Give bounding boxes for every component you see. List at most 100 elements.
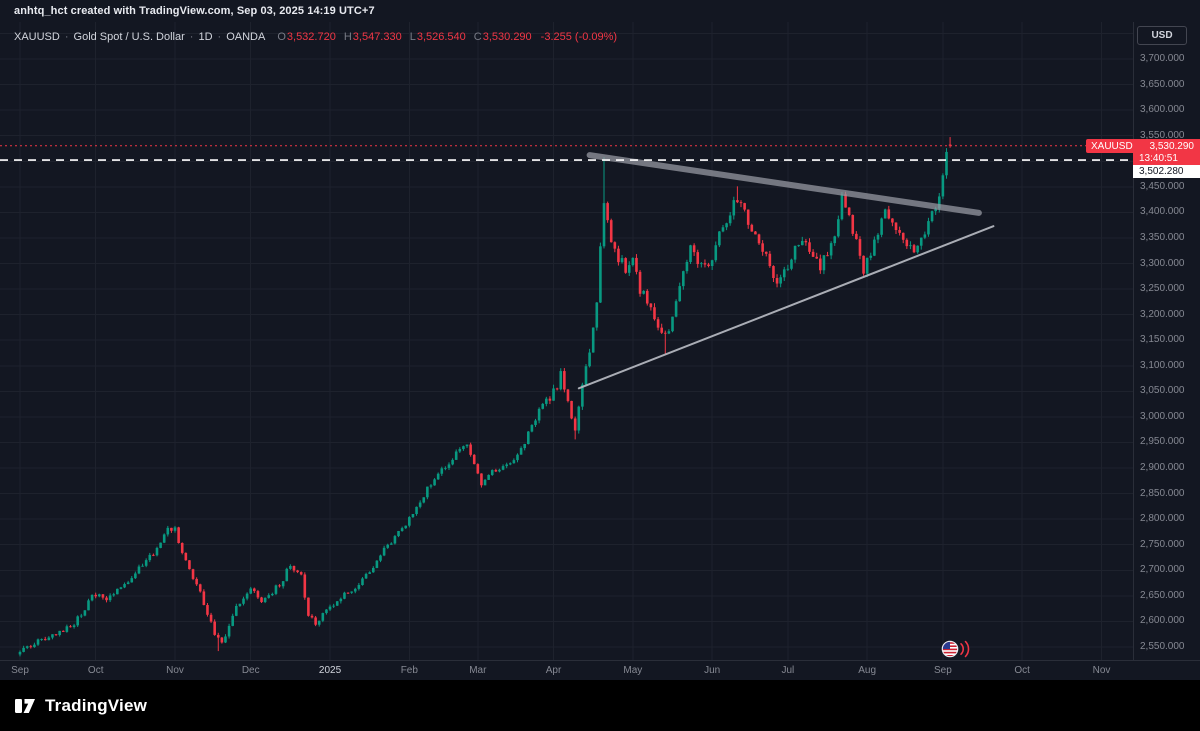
close-value: 3,530.290 [482,31,532,43]
candle-body [930,211,934,222]
candle-body [804,240,808,243]
candles [18,137,952,657]
tradingview-logo-icon[interactable] [14,696,38,716]
candle-body [512,460,516,464]
candle-body [346,592,350,594]
trendline-upper-descending[interactable] [586,152,982,216]
candle-body [790,259,793,269]
low-value: 3,526.540 [416,31,466,43]
candle-body [534,420,537,426]
candle-body [552,388,555,401]
candle-body [191,569,195,579]
candle-body [166,527,170,535]
candle-body [678,286,682,302]
candle-body [332,605,335,607]
candle-body [786,268,790,270]
candle-body [548,398,552,401]
candle-body [876,234,880,240]
candle-body [137,566,141,574]
candle-body [249,588,253,594]
candle-body [314,617,317,625]
candle-body [624,258,627,273]
candle-body [130,578,134,583]
candle-body [772,266,775,278]
candle-body [819,258,822,271]
candle-body [714,245,718,261]
candle-body [216,634,220,638]
candle-body [155,547,159,556]
candle-body [851,215,855,234]
legend-description: Gold Spot / U.S. Dollar [73,31,185,43]
candle-body [894,222,898,231]
legend-symbol: XAUUSD [14,31,60,43]
candle-body [162,534,166,543]
footer-bar: TradingView [0,680,1200,731]
candle-body [700,263,703,265]
trendline-lower-ascending[interactable] [577,225,995,390]
close-label: C [473,31,482,43]
candle-body [519,448,523,455]
candle-body [865,257,869,274]
time-axis[interactable]: Sep Oct Nov Dec 2025 Feb Mar Apr May Jun Jul Aug Sep… [0,660,1200,680]
tradingview-wordmark[interactable]: TradingView [45,695,148,715]
candle-body [656,319,660,328]
candle-body [685,262,689,272]
time-tick-label: Jun [704,665,721,676]
candle-body [570,400,573,419]
chart-area[interactable]: XAUUSD · Gold Spot / U.S. Dollar · 1D · … [0,22,1133,660]
candle-body [775,278,779,284]
candle-body [292,565,296,571]
candle-body [195,578,198,585]
candle-body [797,245,800,247]
candlestick-chart[interactable] [0,22,1133,660]
candle-body [440,468,444,474]
candle-body [310,615,314,618]
candle-body [743,203,746,210]
high-value: 3,547.330 [352,31,402,43]
symbol-legend[interactable]: XAUUSD · Gold Spot / U.S. Dollar · 1D · … [14,31,617,43]
candle-body [494,470,498,472]
candle-body [343,592,346,599]
candle-body [51,634,54,638]
candle-body [418,502,422,507]
candle-body [271,593,274,596]
candle-body [501,466,505,470]
candle-body [213,621,216,635]
time-tick-label: Nov [1092,665,1111,676]
snapshot-attribution-bar: anhtq_hct created with TradingView.com, … [0,0,1200,22]
us-economic-event-icon[interactable] [941,640,977,658]
candle-body [829,243,833,256]
candle-body [602,203,606,247]
candle-body [934,208,937,212]
candle-body [599,246,602,303]
candle-body [224,636,227,643]
candle-body [263,597,267,603]
candle-body [29,646,33,648]
candle-body [357,585,361,589]
change-value: -3.255 (-0.09%) [540,31,618,43]
price-tick-label: 3,600.000 [1140,104,1185,116]
time-tick-label: Aug [858,665,877,676]
candle-body [108,595,112,601]
candle-body [498,469,501,472]
candle-body [840,194,844,220]
candle-body [98,594,101,597]
candle-body [516,454,519,461]
candle-body [408,517,411,526]
candle-body [505,464,508,467]
ripple-arc-inner [960,643,965,655]
legend-separator: · [217,31,222,43]
currency-toggle-button[interactable]: USD [1137,26,1187,45]
candle-body [386,544,390,548]
candle-body [945,151,948,176]
candle-body [173,527,177,531]
candle-body [238,603,242,606]
price-axis[interactable]: 3,700.000 3,650.000 3,600.000 3,550.000 3,50… [1133,22,1200,660]
candle-body [296,570,299,573]
candle-body [880,218,883,235]
candle-body [361,578,364,586]
candle-body [436,473,440,480]
candle-body [25,646,29,648]
candle-body [65,626,69,632]
